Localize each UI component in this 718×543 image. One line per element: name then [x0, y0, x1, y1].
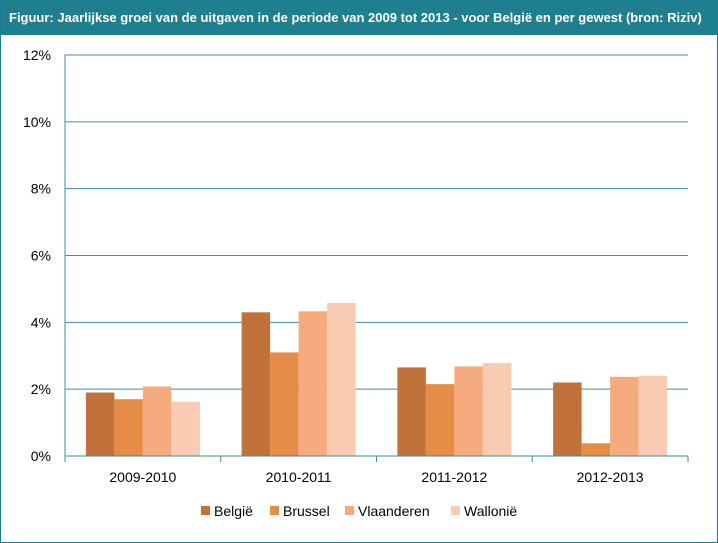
y-tick-label: 8% [31, 181, 51, 197]
legend-swatch [270, 506, 279, 515]
x-tick-label: 2010-2011 [266, 469, 332, 485]
legend-label: Vlaanderen [358, 503, 430, 519]
y-tick-label: 12% [23, 47, 51, 63]
y-tick-label: 2% [31, 381, 51, 397]
x-tick-label: 2011-2012 [421, 469, 487, 485]
bar [425, 384, 455, 456]
bar [553, 382, 582, 456]
bar [241, 312, 271, 456]
bar [638, 375, 668, 456]
bar [142, 386, 172, 456]
bar [482, 363, 512, 456]
bar [454, 366, 483, 456]
bar [327, 302, 356, 456]
bar [298, 311, 328, 456]
y-tick-label: 4% [31, 314, 51, 330]
bar [85, 392, 115, 456]
bar [270, 352, 299, 456]
bar [114, 399, 143, 456]
legend-label: Wallonië [464, 503, 517, 519]
legend-swatch [201, 506, 210, 515]
y-tick-label: 6% [31, 248, 51, 264]
y-tick-label: 10% [23, 114, 51, 130]
legend-label: Brussel [283, 503, 330, 519]
x-tick-label: 2012-2013 [577, 469, 644, 485]
bar [171, 401, 200, 456]
y-tick-label: 0% [31, 448, 51, 464]
legend-swatch [345, 506, 354, 515]
chart-title: Figuur: Jaarlijkse groei van de uitgaven… [1, 1, 717, 35]
legend-swatch [451, 506, 460, 515]
legend-label: België [214, 503, 253, 519]
bar [397, 367, 426, 456]
bar [581, 443, 611, 456]
x-tick-label: 2009-2010 [109, 469, 176, 485]
bar [610, 376, 639, 456]
